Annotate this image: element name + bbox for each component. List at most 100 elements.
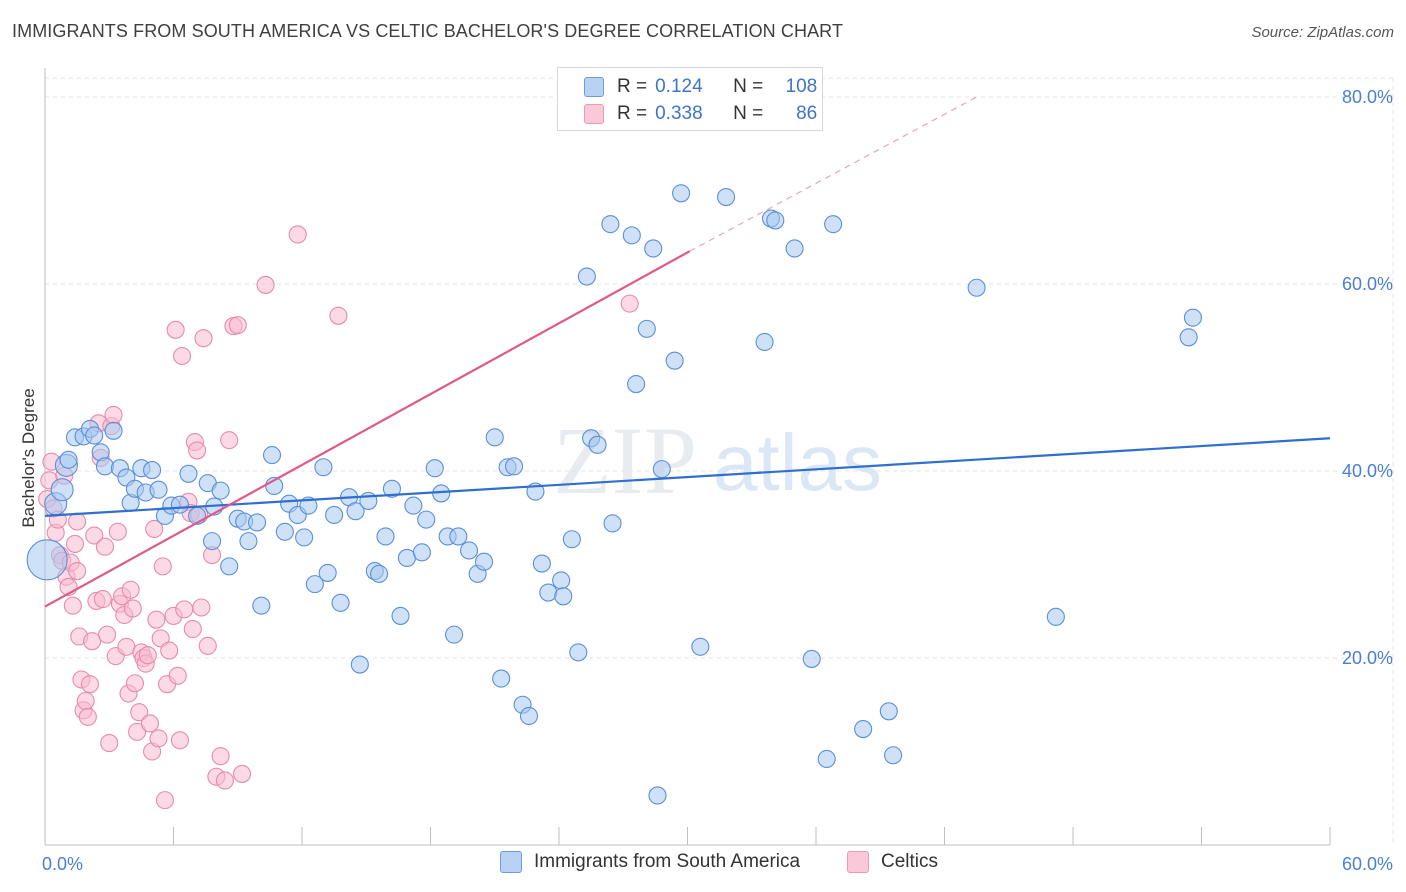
celtics-point: [256, 275, 275, 294]
celtics-point: [194, 329, 213, 348]
y-tick-label: 20.0%: [1342, 648, 1393, 668]
south-america-point: [26, 539, 68, 581]
south-america-point: [967, 278, 986, 297]
x-tick-label: 60.0%: [1342, 854, 1393, 874]
tick-labels: 20.0% 40.0% 60.0% 80.0% 0.0% 60.0%: [42, 87, 1393, 874]
south-america-point: [884, 746, 903, 765]
celtics-point: [153, 557, 172, 576]
bottom-legend-south-america: Immigrants from South America: [500, 851, 800, 873]
chart-title: IMMIGRANTS FROM SOUTH AMERICA VS CELTIC …: [12, 21, 844, 41]
trendlines: [44, 96, 1331, 608]
south-america-point: [569, 643, 588, 662]
legend-swatch-blue: [584, 77, 604, 97]
south-america-point: [417, 510, 436, 529]
celtics-point: [147, 610, 166, 629]
south-america-point: [350, 655, 369, 674]
south-america-point: [370, 564, 389, 583]
legend-row-south-america: R = 0.124 N = 108: [558, 73, 817, 101]
celtics-point: [149, 729, 168, 748]
south-america-point: [325, 505, 344, 524]
celtics-point: [211, 747, 230, 766]
south-america-point: [603, 514, 622, 533]
celtics-point: [95, 537, 115, 556]
celtics-point: [232, 764, 252, 783]
legend-r-value: 0.124: [655, 76, 703, 97]
south-america-point: [305, 575, 324, 594]
south-america-point: [346, 502, 365, 521]
legend-swatch-pink: [584, 104, 604, 124]
south-america-point: [275, 522, 294, 541]
south-america-point: [601, 215, 620, 234]
south-america-point: [755, 332, 774, 352]
south-america-point: [295, 528, 314, 547]
watermark-atlas: atlas: [713, 418, 882, 507]
south-america-point: [672, 184, 691, 203]
south-america-point: [404, 496, 423, 515]
south-america-point: [627, 374, 646, 394]
south-america-point: [314, 458, 333, 477]
celtics-point: [220, 431, 239, 450]
celtics-point: [192, 598, 211, 617]
south-america-point: [539, 583, 558, 602]
south-america-point: [179, 464, 198, 483]
south-america-point: [648, 786, 667, 805]
south-america-point: [637, 319, 656, 338]
south-america-point: [824, 215, 843, 234]
south-america-point: [211, 481, 230, 500]
south-america-point: [622, 226, 641, 245]
x-tick-label: 0.0%: [42, 854, 83, 874]
celtics-point: [78, 707, 97, 726]
celtics-point: [68, 512, 87, 531]
south-america-point: [299, 496, 318, 515]
celtics-point: [173, 346, 192, 366]
south-america-point: [143, 461, 162, 480]
south-america-point: [412, 543, 431, 562]
celtics-point: [85, 526, 104, 545]
south-america-point: [149, 480, 168, 499]
south-america-point: [382, 479, 402, 498]
bottom-legend-swatch-pink: [847, 851, 869, 873]
south-america-point: [203, 532, 222, 551]
celtics-point: [155, 791, 174, 810]
celtics-point: [198, 636, 217, 655]
south-america-point: [432, 484, 451, 503]
south-america-point: [104, 421, 123, 440]
watermark: ZIP atlas: [553, 407, 882, 514]
south-america-point: [665, 351, 684, 370]
south-america-point: [785, 239, 804, 258]
south-america-point: [391, 606, 410, 625]
south-america-point: [817, 749, 836, 769]
south-america-point: [766, 211, 785, 230]
south-america-point: [644, 239, 663, 258]
south-america-point: [554, 587, 573, 606]
south-america-point: [1179, 328, 1198, 347]
south-america-point: [445, 625, 464, 644]
celtics-point: [183, 619, 202, 639]
celtics-point: [166, 320, 185, 339]
y-tick-label: 80.0%: [1342, 87, 1393, 107]
south-america-point: [504, 457, 524, 476]
south-america-trendline: [44, 437, 1331, 517]
bottom-legend-swatch-blue: [500, 851, 522, 873]
south-america-point: [652, 460, 671, 479]
celtics-point: [145, 519, 164, 539]
bottom-legend-label: Celtics: [881, 851, 939, 872]
celtics-point: [65, 534, 85, 553]
south-america-point: [459, 541, 479, 560]
celtics-point: [83, 632, 102, 651]
south-america-point: [425, 459, 444, 478]
celtics-point: [98, 625, 117, 644]
celtics-point: [329, 306, 348, 325]
legend-n-value: 108: [785, 76, 818, 97]
south-america-point: [331, 593, 350, 612]
celtics-point: [63, 596, 82, 615]
south-america-point: [552, 571, 571, 590]
south-america-point: [474, 552, 494, 571]
celtics-point: [170, 731, 189, 750]
celtics-point: [188, 441, 207, 460]
y-axis-label: Bachelor's Degree: [19, 388, 38, 527]
celtics-point: [130, 703, 149, 722]
south-america-point: [691, 637, 710, 656]
source-label: Source: ZipAtlas.com: [1251, 24, 1394, 41]
